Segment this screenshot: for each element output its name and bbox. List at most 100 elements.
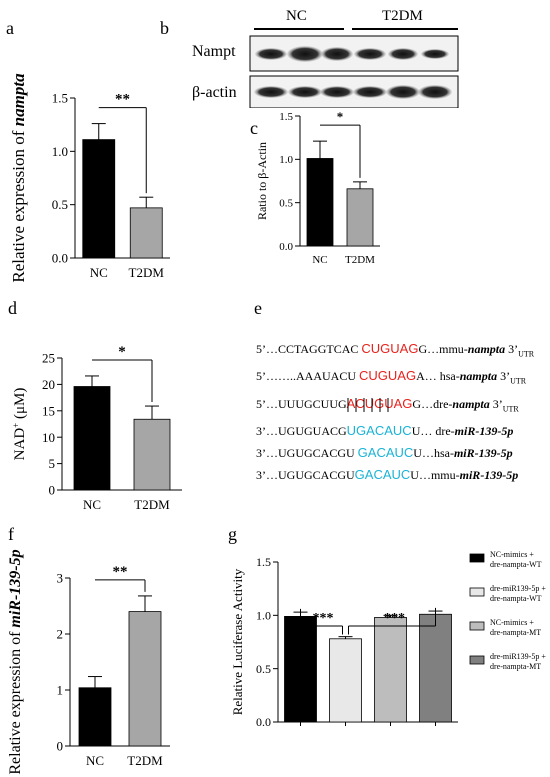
y-tick-label: 0.5 (256, 662, 271, 676)
legend-label: dre-miR139-5p + (490, 584, 546, 593)
sequence-gene: miR-139-5p (454, 424, 514, 439)
bar (129, 207, 163, 259)
legend-label: dre-nampta-MT (490, 662, 541, 671)
bar (78, 687, 112, 747)
x-tick-label: NC (83, 497, 101, 512)
y-tick-label: 1.0 (279, 154, 293, 166)
y-axis-label: Relative Luciferase Activity (230, 568, 245, 715)
sequence-highlight: CUGUAG (359, 368, 417, 384)
y-tick-label: 1.5 (52, 91, 68, 106)
band (421, 49, 449, 59)
band (320, 86, 354, 98)
y-axis-label-text: Relative expression of (7, 628, 24, 775)
sequence-utr-label: UTR (502, 404, 519, 414)
x-tick-label: NC (86, 753, 104, 768)
y-tick-label: 0.5 (279, 198, 293, 210)
band (321, 47, 353, 61)
y-tick-label: 1.5 (256, 555, 271, 569)
sequence-row: 3’…UGUGUACGUGACAUCU… dre-miR-139-5p (256, 420, 548, 442)
legend-label: dre-nampta-WT (490, 594, 542, 603)
legend-swatch (469, 621, 485, 631)
bar (419, 613, 452, 723)
y-tick-label: 15 (42, 403, 55, 418)
legend-label: dre-miR139-5p + (490, 652, 546, 661)
legend-swatch (469, 553, 485, 563)
bar (346, 188, 374, 247)
y-tick-label: 1 (57, 683, 64, 698)
sequence-tail: 3’ (497, 369, 511, 384)
chart-g: 0.00.51.01.5*** ***NC-mimics +dre-nampta-… (230, 550, 546, 729)
legend-swatch (469, 655, 485, 665)
blot-group-t2dm-label: T2DM (382, 8, 423, 24)
blot-images (249, 35, 459, 108)
legend-swatch (469, 587, 485, 597)
y-tick-label: 0.0 (52, 251, 68, 266)
y-axis-label: Relative expression of miR-139-5p (7, 549, 24, 774)
band (255, 48, 287, 60)
sequence-gene: nampta (467, 342, 506, 356)
sequence-highlight: GACAUC (354, 467, 411, 483)
sequence-suffix: U…mmu- (410, 468, 460, 483)
sequence-suffix: G…dre- (412, 396, 453, 411)
band (353, 86, 387, 98)
sequence-prefix: 3’…UGUGCACGU (256, 468, 355, 483)
significance-mark: * (337, 110, 344, 124)
bar (329, 638, 362, 723)
y-tick-label: 0.0 (256, 715, 271, 729)
bar (128, 611, 162, 747)
panel-label-b: b (160, 18, 169, 38)
blot-row-label-nampt: Nampt (192, 43, 236, 60)
chart-c: 0.0 0.5 1.0 1.5 NC T2DM * Ratio to β-Actin (255, 110, 380, 266)
y-axis-label-unit: (μM) (12, 388, 28, 423)
y-axis-label: Relative expression of nampta (9, 73, 28, 283)
legend-label: dre-nampta-WT (490, 560, 542, 569)
bar (133, 418, 171, 491)
y-tick-label: 0.5 (52, 197, 68, 212)
sequence-suffix: U… dre- (411, 424, 455, 439)
blot-group-nc-line (254, 28, 344, 30)
sequence-suffix: A… hsa- (416, 369, 460, 384)
band (386, 85, 420, 99)
panel-label-a: a (6, 18, 14, 38)
x-tick-label: NC (312, 254, 327, 266)
sequence-row: 3’…UGUGCACGUGACAUCU…mmu-miR-139-5p (256, 464, 548, 486)
pairing-lines (347, 398, 389, 412)
sequence-tail: 3’ (505, 342, 519, 356)
significance-mark: ** (115, 92, 130, 108)
y-tick-label: 0 (57, 739, 64, 754)
y-tick-label: 10 (42, 430, 55, 445)
chart-d: 0 5 10 15 20 25 NC T2DM * NAD+ (μM) (11, 344, 182, 512)
y-tick-label: 1.0 (52, 144, 68, 159)
sequence-tail: 3’ (489, 396, 503, 411)
x-tick-label: T2DM (134, 497, 170, 512)
bar (284, 616, 317, 723)
y-axis-label-gene: nampta (9, 73, 28, 126)
sequence-gene: nampta (452, 396, 490, 411)
sequence-prefix: 5’……..AAAUACU (256, 369, 359, 384)
band (388, 48, 418, 60)
sequence-row: 3’…UGUGCACGU GACAUCU…hsa-miR-139-5p (256, 442, 548, 464)
blot-group-nc-label: NC (286, 8, 307, 24)
sequence-gene: miR-139-5p (453, 446, 513, 461)
y-tick-label: 1.5 (279, 111, 293, 123)
band (418, 85, 452, 99)
y-tick-label: 3 (57, 571, 64, 586)
sequence-prefix: 5’…CCTAGGTCAC (256, 342, 362, 356)
y-axis-label-text: Relative Luciferase Activity (230, 568, 245, 715)
y-tick-label: 5 (49, 456, 56, 471)
sequence-row: 5’……..AAAUACU CUGUAGA… hsa-nampta 3’UTR (256, 365, 548, 392)
bar (82, 139, 116, 259)
y-axis-label: NAD+ (μM) (11, 388, 28, 461)
bar (73, 386, 111, 491)
sequence-highlight: CUGUAG (361, 341, 419, 356)
band (287, 46, 323, 62)
y-tick-label: 0 (49, 483, 56, 498)
band (254, 86, 288, 98)
x-tick-label: NC (90, 265, 108, 280)
y-axis-label-gene: miR-139-5p (7, 549, 24, 627)
legend-label: NC-mimics + (490, 618, 534, 627)
sequence-prefix: 5’…UUUGCUUG (256, 396, 347, 411)
sequence-suffix: G…mmu- (418, 342, 468, 356)
y-axis-label-text: NAD (12, 428, 28, 461)
western-blot: NC T2DM Nampt β-actin (190, 8, 460, 108)
